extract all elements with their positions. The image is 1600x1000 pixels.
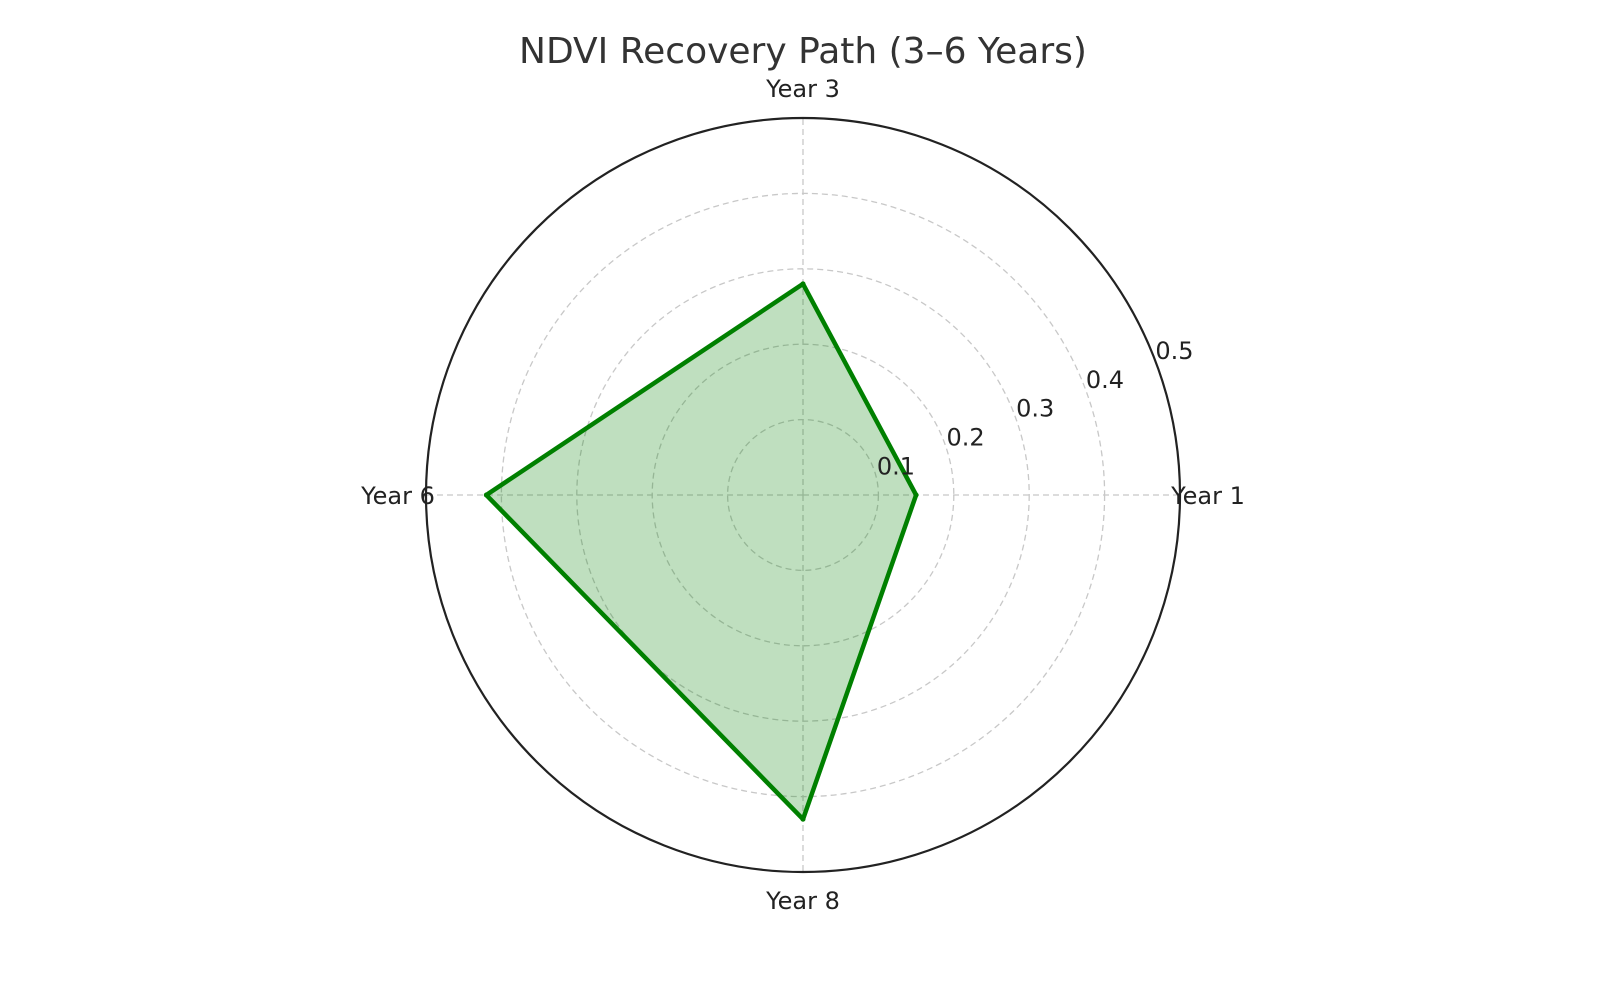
outer-circle [424,116,1182,874]
data-point-3 [483,492,489,498]
data-point-2 [800,281,806,287]
category-label-3: Year 6 [360,482,435,510]
grid-layer [424,116,1182,874]
data-point-1 [913,492,919,498]
chart-title: NDVI Recovery Path (3–6 Years) [519,31,1087,72]
data-layer [483,281,919,822]
r-tick-label-3: 0.3 [1016,395,1054,423]
r-tick-label-5: 0.5 [1155,337,1193,365]
category-label-2: Year 3 [765,75,840,103]
grid-ring-3 [576,268,1030,722]
data-point-4 [800,816,806,822]
r-tick-label-2: 0.2 [947,424,985,452]
series-area [486,283,917,820]
category-label-1: Year 1 [1170,482,1245,510]
label-layer: Year 1 Year 3 Year 6 Year 8 0.1 0.2 0.3 0.4 0.5 [360,75,1245,915]
r-tick-label-4: 0.4 [1086,366,1124,394]
category-label-4: Year 8 [765,887,840,915]
r-tick-label-1: 0.1 [877,452,915,480]
